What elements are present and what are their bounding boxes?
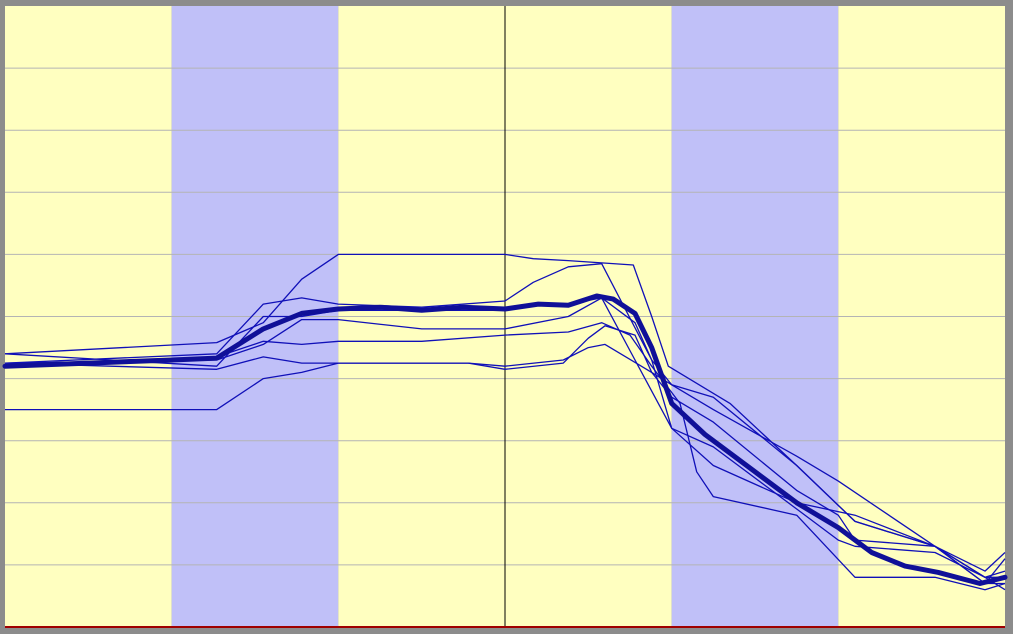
series-line-6: [4, 322, 1006, 591]
series-line-2: [4, 263, 1005, 578]
series-line-7: [4, 297, 1006, 578]
series-line-5: [5, 343, 1006, 591]
mean-line: [2, 293, 1008, 586]
mean-line-layer: [2, 293, 1008, 586]
